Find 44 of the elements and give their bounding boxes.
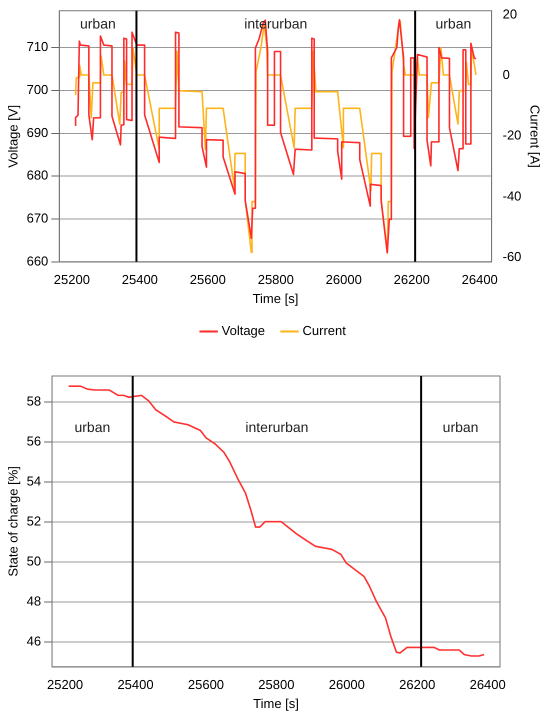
y-tick-label: 700 <box>26 82 48 98</box>
annotation: urban <box>74 418 110 435</box>
x-tick-label: 25800 <box>258 272 294 288</box>
y-tick-label: 58 <box>26 394 42 409</box>
x-tick-label: 26200 <box>394 272 430 288</box>
y-tick-label: 52 <box>26 513 42 528</box>
annotation: urban <box>80 16 116 32</box>
x-tick-label: 26200 <box>399 677 436 692</box>
y-tick-label: 680 <box>26 168 48 183</box>
legend-label: Current <box>302 323 346 338</box>
y-axis-title: Voltage [V] <box>5 104 20 168</box>
y-tick-label: 48 <box>26 593 42 608</box>
y-axis-title: State of charge [%] <box>5 466 20 577</box>
legend-label: Voltage <box>222 323 266 338</box>
x-tick-label: 26000 <box>326 272 362 288</box>
y2-axis-title: Current [A] <box>528 104 543 168</box>
y2-tick-label: 0 <box>502 67 510 82</box>
x-tick-label: 25400 <box>117 677 154 692</box>
y2-tick-label: 20 <box>502 6 518 22</box>
x-tick-label: 25200 <box>47 677 84 692</box>
y-tick-label: 46 <box>26 633 42 648</box>
y-tick-label: 710 <box>26 39 48 54</box>
y-tick-label: 660 <box>26 253 48 268</box>
x-tick-label: 25200 <box>54 272 90 288</box>
annotation: interurban <box>245 418 308 435</box>
y-tick-label: 56 <box>26 434 42 449</box>
y2-tick-label: -60 <box>502 248 522 264</box>
x-tick-label: 26400 <box>462 272 498 288</box>
x-tick-label: 25800 <box>258 677 294 692</box>
x-axis-title: Time [s] <box>253 696 299 711</box>
x-tick-label: 25600 <box>188 677 224 692</box>
y-tick-label: 54 <box>26 474 42 489</box>
y-tick-label: 690 <box>26 124 48 140</box>
x-axis-title: Time [s] <box>252 290 298 306</box>
y2-tick-label: -20 <box>502 128 522 143</box>
x-tick-label: 25600 <box>190 272 226 288</box>
x-tick-label: 25400 <box>122 272 158 288</box>
annotation: urban <box>435 16 472 32</box>
x-tick-label: 26000 <box>328 677 365 692</box>
y-tick-label: 670 <box>26 210 48 226</box>
y2-tick-label: -40 <box>502 188 522 204</box>
annotation: urban <box>442 418 478 435</box>
y-tick-label: 50 <box>26 553 42 568</box>
x-tick-label: 26400 <box>470 677 506 692</box>
